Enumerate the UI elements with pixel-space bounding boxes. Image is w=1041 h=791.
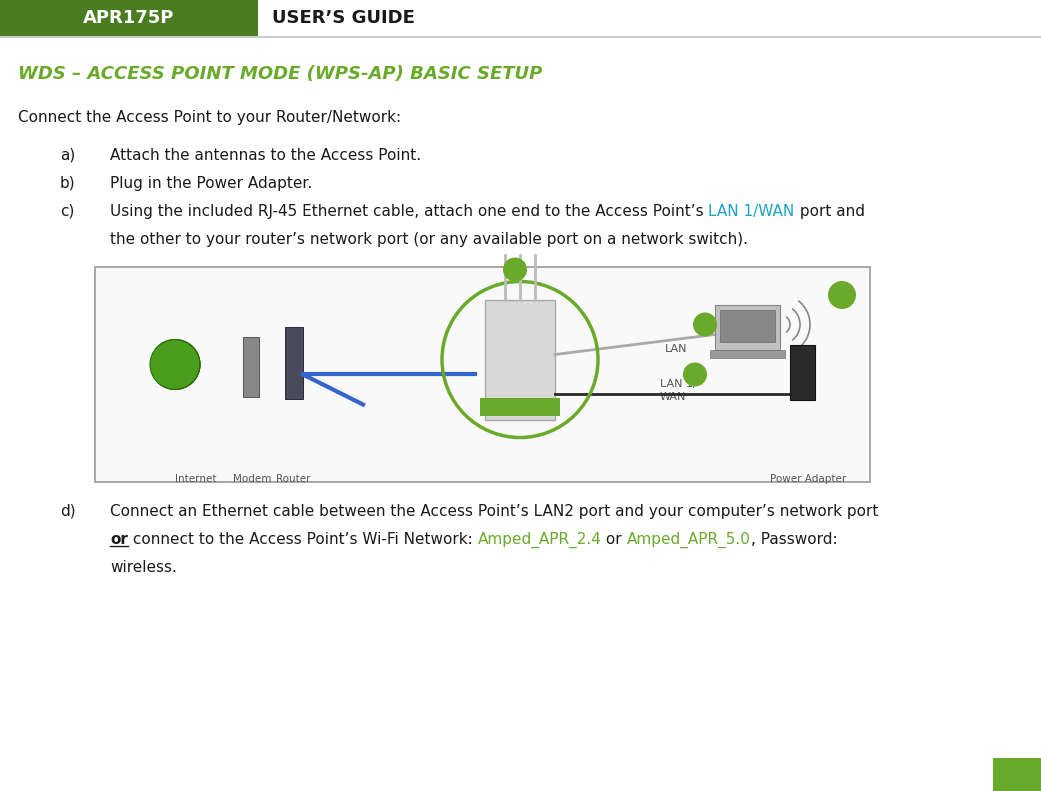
Text: , Password:: , Password: xyxy=(751,532,837,547)
Text: USER’S GUIDE: USER’S GUIDE xyxy=(272,9,415,27)
Text: b): b) xyxy=(60,176,76,191)
Bar xyxy=(95,267,870,482)
Bar xyxy=(790,345,815,399)
Text: d): d) xyxy=(60,504,76,519)
Bar xyxy=(0,0,258,36)
Text: a: a xyxy=(515,263,520,274)
Text: Plug in the Power Adapter.: Plug in the Power Adapter. xyxy=(110,176,312,191)
Text: WAN: WAN xyxy=(660,392,686,403)
Ellipse shape xyxy=(150,339,200,389)
Text: connect to the Access Point’s Wi-Fi Network:: connect to the Access Point’s Wi-Fi Netw… xyxy=(128,532,478,547)
Text: WD8-AP: WD8-AP xyxy=(498,402,542,411)
Bar xyxy=(485,300,555,419)
Text: Connect an Ethernet cable between the Access Point’s LAN2 port and your computer: Connect an Ethernet cable between the Ac… xyxy=(110,504,879,519)
Text: wireless.: wireless. xyxy=(110,560,177,575)
Text: Amped_APR_2.4: Amped_APR_2.4 xyxy=(478,532,602,548)
Bar xyxy=(0,36,1041,37)
Text: Internet: Internet xyxy=(175,474,217,484)
Text: Power Adapter: Power Adapter xyxy=(770,474,846,484)
Text: WDS – ACCESS POINT MODE (WPS-AP) BASIC SETUP: WDS – ACCESS POINT MODE (WPS-AP) BASIC S… xyxy=(18,65,542,83)
Text: port and: port and xyxy=(794,204,865,219)
Text: Using the included RJ-45 Ethernet cable, attach one end to the Access Point’s: Using the included RJ-45 Ethernet cable,… xyxy=(110,204,709,219)
Text: the other to your router’s network port (or any available port on a network swit: the other to your router’s network port … xyxy=(110,232,748,247)
Bar xyxy=(243,336,259,396)
Text: or: or xyxy=(110,532,128,547)
Text: Connect the Access Point to your Router/Network:: Connect the Access Point to your Router/… xyxy=(18,110,401,125)
Bar xyxy=(0,0,1041,36)
Text: Router: Router xyxy=(276,474,310,484)
Bar xyxy=(710,350,785,358)
Ellipse shape xyxy=(503,258,527,282)
Bar xyxy=(480,398,560,415)
Bar xyxy=(993,758,1041,791)
Text: LAN: LAN xyxy=(665,345,687,354)
Ellipse shape xyxy=(828,281,856,309)
Text: Attach the antennas to the Access Point.: Attach the antennas to the Access Point. xyxy=(110,148,422,163)
Bar xyxy=(715,305,780,350)
Text: c): c) xyxy=(60,204,74,219)
Text: Amped_APR_5.0: Amped_APR_5.0 xyxy=(627,532,751,548)
Bar xyxy=(285,327,303,399)
Text: LAN 1/: LAN 1/ xyxy=(660,380,696,389)
Text: APR175P: APR175P xyxy=(83,9,175,27)
Bar xyxy=(720,309,775,342)
Ellipse shape xyxy=(693,312,717,336)
Ellipse shape xyxy=(683,362,707,387)
Text: or: or xyxy=(602,532,627,547)
Text: 30: 30 xyxy=(1005,766,1030,784)
Text: a): a) xyxy=(60,148,75,163)
Text: LAN 1/WAN: LAN 1/WAN xyxy=(709,204,794,219)
Text: Modem: Modem xyxy=(233,474,272,484)
